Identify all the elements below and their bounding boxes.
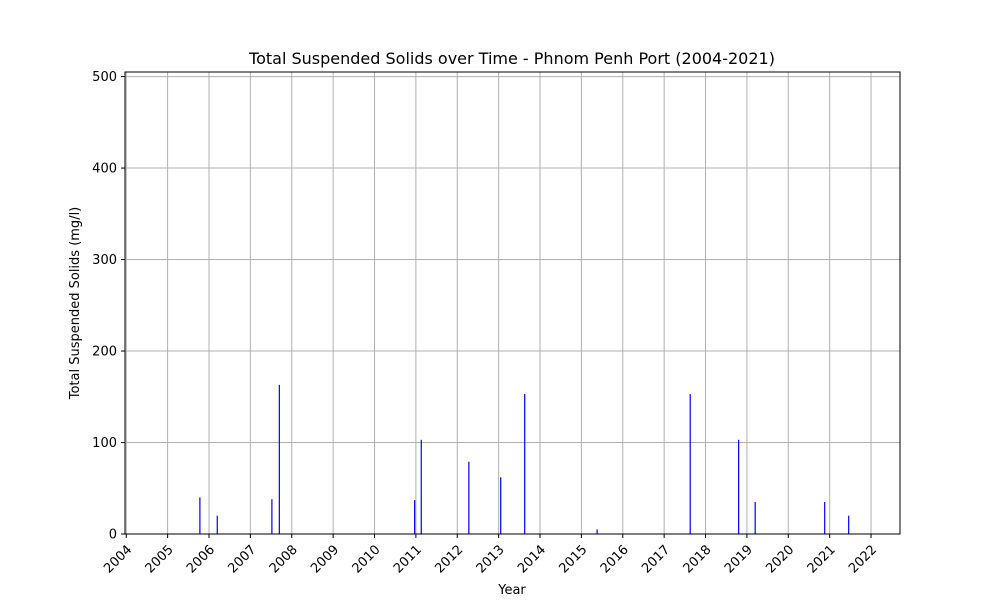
x-tick-label: 2013: [474, 542, 508, 576]
y-tick-label: 0: [109, 528, 117, 543]
x-tick-label: 2009: [308, 542, 342, 576]
plot-frame: [124, 71, 901, 535]
bar: [500, 477, 502, 534]
x-tick-label: 2016: [598, 542, 632, 576]
bar: [278, 384, 280, 534]
x-tick-label: 2021: [805, 542, 839, 576]
y-tick-label: 400: [92, 162, 117, 177]
bar: [216, 515, 218, 534]
bar: [524, 394, 526, 534]
y-axis-label: Total Suspended Solids (mg/l): [68, 207, 83, 401]
x-tick-label: 2018: [681, 542, 715, 576]
x-tick-label: 2020: [763, 542, 797, 576]
y-tick-label: 100: [92, 436, 117, 451]
y-tick-label: 200: [92, 345, 117, 360]
bar: [824, 501, 826, 534]
x-tick-label: 2006: [184, 542, 218, 576]
chart-title: Total Suspended Solids over Time - Phnom…: [248, 49, 775, 68]
x-tick-label: 2005: [143, 542, 177, 576]
bar: [689, 394, 691, 534]
y-tick-label: 300: [92, 253, 117, 268]
bar: [738, 439, 740, 534]
y-tick-label: 500: [92, 70, 117, 85]
x-axis-label: Year: [497, 583, 526, 598]
y-axis: 0 100 200 300 400 500: [92, 70, 125, 543]
x-tick-label: 2015: [556, 542, 590, 576]
x-axis: 2004 2005 2006 2007 2008 2009 2010 2011 2012 2013…: [101, 534, 880, 576]
bar: [199, 497, 201, 534]
x-tick-label: 2007: [225, 542, 259, 576]
x-tick-label: 2014: [515, 542, 549, 576]
bar: [596, 529, 598, 534]
x-tick-label: 2008: [267, 542, 301, 576]
x-tick-label: 2017: [639, 542, 673, 576]
bars: [199, 384, 850, 534]
bar: [414, 500, 416, 534]
x-tick-label: 2004: [101, 542, 135, 576]
x-tick-label: 2010: [350, 542, 384, 576]
bar: [848, 515, 850, 534]
bar: [271, 499, 273, 534]
x-tick-label: 2019: [722, 542, 756, 576]
x-tick-label: 2011: [391, 542, 425, 576]
bar: [468, 461, 470, 534]
bar: [420, 439, 422, 534]
x-tick-label: 2012: [432, 542, 466, 576]
x-tick-label: 2022: [846, 542, 880, 576]
grid: [125, 72, 900, 535]
bar: [754, 501, 756, 534]
